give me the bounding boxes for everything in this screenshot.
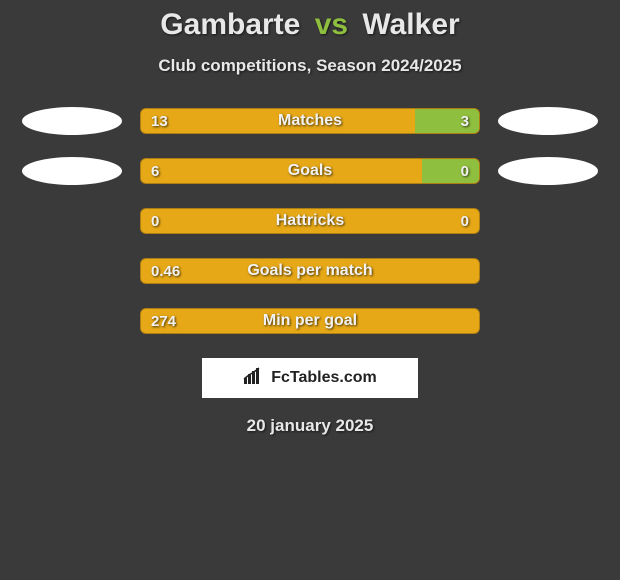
stats-list: 13Matches3 6Goals0 0Hattricks0 0.46Goals pe… xyxy=(0,108,620,334)
comparison-card: Gambarte vs Walker Club competitions, Se… xyxy=(0,0,620,436)
player2-oval xyxy=(498,107,598,135)
brand-box: FcTables.com xyxy=(202,358,418,398)
page-title: Gambarte vs Walker xyxy=(0,8,620,42)
stat-bar: 13Matches3 xyxy=(140,108,480,134)
stat-row: 0.46Goals per match xyxy=(0,258,620,284)
spacer xyxy=(498,257,598,285)
stat-bar: 0Hattricks0 xyxy=(140,208,480,234)
bar-segment-left xyxy=(141,309,479,333)
player2-name: Walker xyxy=(362,8,459,41)
bar-segment-left xyxy=(141,109,415,133)
bar-segment-right xyxy=(422,159,479,183)
bar-segment-left xyxy=(141,259,479,283)
spacer xyxy=(22,257,122,285)
spacer xyxy=(22,307,122,335)
subtitle: Club competitions, Season 2024/2025 xyxy=(0,56,620,76)
date-label: 20 january 2025 xyxy=(0,416,620,436)
stat-bar: 274Min per goal xyxy=(140,308,480,334)
player2-oval xyxy=(498,157,598,185)
bar-segment-right xyxy=(415,109,479,133)
stat-bar: 0.46Goals per match xyxy=(140,258,480,284)
brand-text: FcTables.com xyxy=(271,369,377,387)
stat-bar: 6Goals0 xyxy=(140,158,480,184)
chart-icon xyxy=(243,366,265,391)
spacer xyxy=(498,207,598,235)
stat-row: 13Matches3 xyxy=(0,108,620,134)
spacer xyxy=(498,307,598,335)
stat-row: 274Min per goal xyxy=(0,308,620,334)
player1-oval xyxy=(22,157,122,185)
player1-name: Gambarte xyxy=(160,8,300,41)
stat-row: 6Goals0 xyxy=(0,158,620,184)
player1-oval xyxy=(22,107,122,135)
stat-row: 0Hattricks0 xyxy=(0,208,620,234)
bar-segment-left xyxy=(141,159,422,183)
bar-segment-left xyxy=(141,209,479,233)
spacer xyxy=(22,207,122,235)
vs-label: vs xyxy=(315,8,348,41)
